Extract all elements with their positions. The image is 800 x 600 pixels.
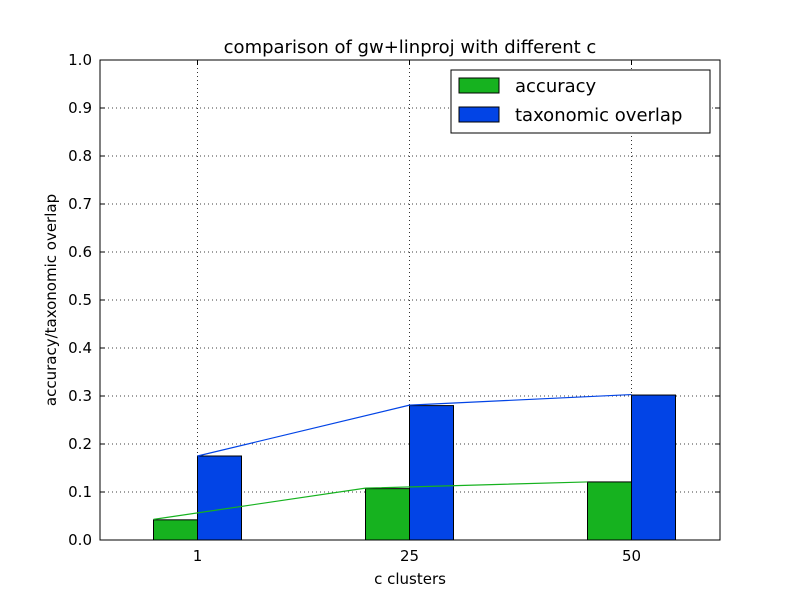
trend-line-accuracy [153,481,588,520]
legend-label-taxonomic-overlap: taxonomic overlap [515,105,682,126]
bar-taxonomic-overlap-25 [409,405,454,541]
y-tick-label: 0.1 [68,483,92,501]
y-tick-label: 0.4 [68,339,92,357]
y-tick-label: 0.7 [68,195,92,213]
x-tick-label: 50 [622,547,641,565]
y-tick-label: 0.8 [68,147,92,165]
y-tick-label: 0.6 [68,243,92,261]
bar-taxonomic-overlap-50 [631,394,676,541]
legend-label-accuracy: accuracy [515,76,597,97]
y-tick-label: 0.9 [68,99,92,117]
legend-swatch-taxonomic-overlap [458,106,500,123]
bar-accuracy-25 [365,488,410,541]
legend: accuracy taxonomic overlap [450,69,711,134]
bar-accuracy-50 [587,481,632,541]
y-tick-label: 0.0 [68,531,92,549]
trend-lines [153,393,632,520]
trend-line-taxonomic-overlap [197,393,632,457]
x-axis-ticks: 1 25 50 [193,60,641,565]
x-axis-label: c clusters [374,570,446,588]
y-axis-ticks: 0.0 0.1 0.2 0.3 0.4 0.5 0.6 0.7 0.8 0.9 1.0 [68,51,720,549]
y-axis-label: accuracy/taxonomic overlap [42,194,60,406]
bar-accuracy-1 [153,519,198,541]
legend-swatch-accuracy [458,77,500,94]
y-tick-label: 0.2 [68,435,92,453]
x-tick-label: 25 [400,547,419,565]
chart-title: comparison of gw+linproj with different … [224,37,597,58]
y-tick-label: 0.5 [68,291,92,309]
y-tick-label: 0.3 [68,387,92,405]
bar-taxonomic-overlap-1 [197,455,242,541]
y-tick-label: 1.0 [68,51,92,69]
x-tick-label: 1 [193,547,203,565]
bars [153,394,676,541]
